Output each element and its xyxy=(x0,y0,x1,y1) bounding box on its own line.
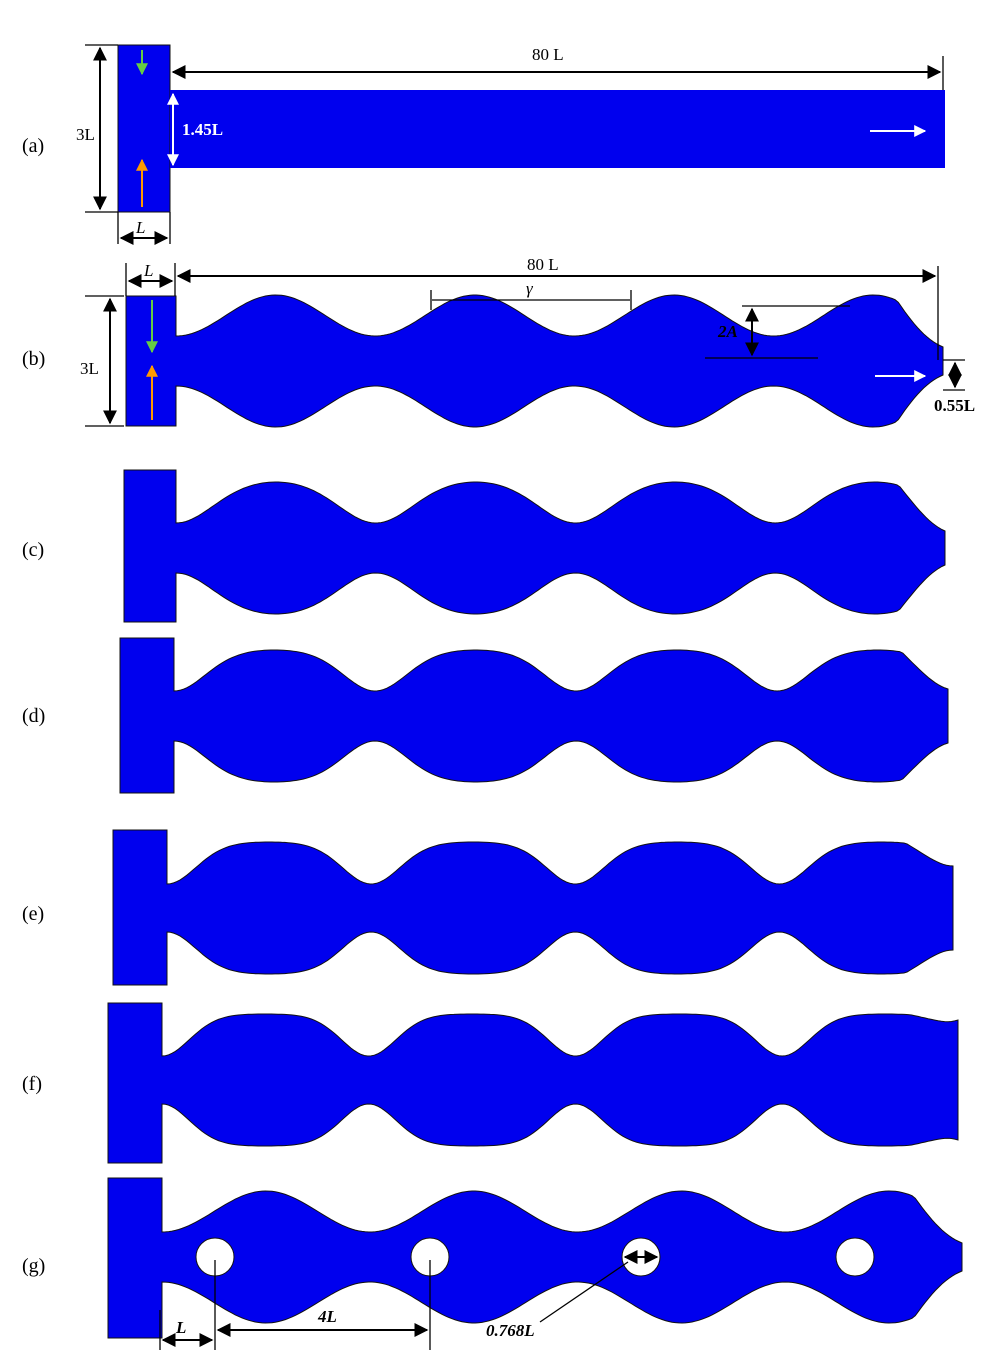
panel-b-label: (b) xyxy=(22,348,45,370)
offset-label: L xyxy=(175,1318,186,1337)
panel-f: (f) xyxy=(22,1002,959,1164)
panel-d: (d) xyxy=(22,637,949,794)
panel-g-label: (g) xyxy=(22,1255,45,1277)
panel-f-label: (f) xyxy=(22,1073,42,1095)
panel-f-wavy-channel xyxy=(107,1002,959,1164)
panel-d-wavy-channel xyxy=(119,637,949,794)
diameter-leader xyxy=(539,1261,629,1323)
amplitude-label: 2A xyxy=(717,322,738,341)
length-label: 80 L xyxy=(532,45,564,64)
outlet-width-label: 0.55L xyxy=(934,396,975,415)
panel-c-label: (c) xyxy=(22,539,44,561)
height-label: 3L xyxy=(80,359,99,378)
panel-a-inlet-block xyxy=(117,44,171,213)
width-label: L xyxy=(135,218,145,237)
panel-b: (b) 3L L 80 L γ 2A 0.55L xyxy=(22,255,975,428)
panel-e-label: (e) xyxy=(22,903,44,925)
panel-c-wavy-channel xyxy=(123,469,946,623)
height-label: 3L xyxy=(76,125,95,144)
spacing-label: 4L xyxy=(317,1307,337,1326)
outlet-width-label: 1.45L xyxy=(182,120,223,139)
length-label: 80 L xyxy=(527,255,559,274)
width-label: L xyxy=(143,261,153,280)
panel-a-label: (a) xyxy=(22,135,44,157)
panel-e-wavy-channel xyxy=(112,829,954,986)
panel-g: (g) L 4L 0.768L xyxy=(22,1177,963,1350)
wavelength-label: γ xyxy=(526,279,534,298)
obstacle-4 xyxy=(835,1237,875,1277)
panel-e: (e) xyxy=(22,829,954,986)
panel-c: (c) xyxy=(22,469,946,623)
panel-a: (a) 3L L 80 L 1.45L xyxy=(22,44,945,245)
panel-g-wavy-channel xyxy=(107,1177,963,1339)
panel-d-label: (d) xyxy=(22,705,45,727)
diameter-label: 0.768L xyxy=(486,1321,535,1340)
panel-a-straight-channel xyxy=(170,90,945,168)
panel-b-wavy-channel xyxy=(125,294,944,428)
